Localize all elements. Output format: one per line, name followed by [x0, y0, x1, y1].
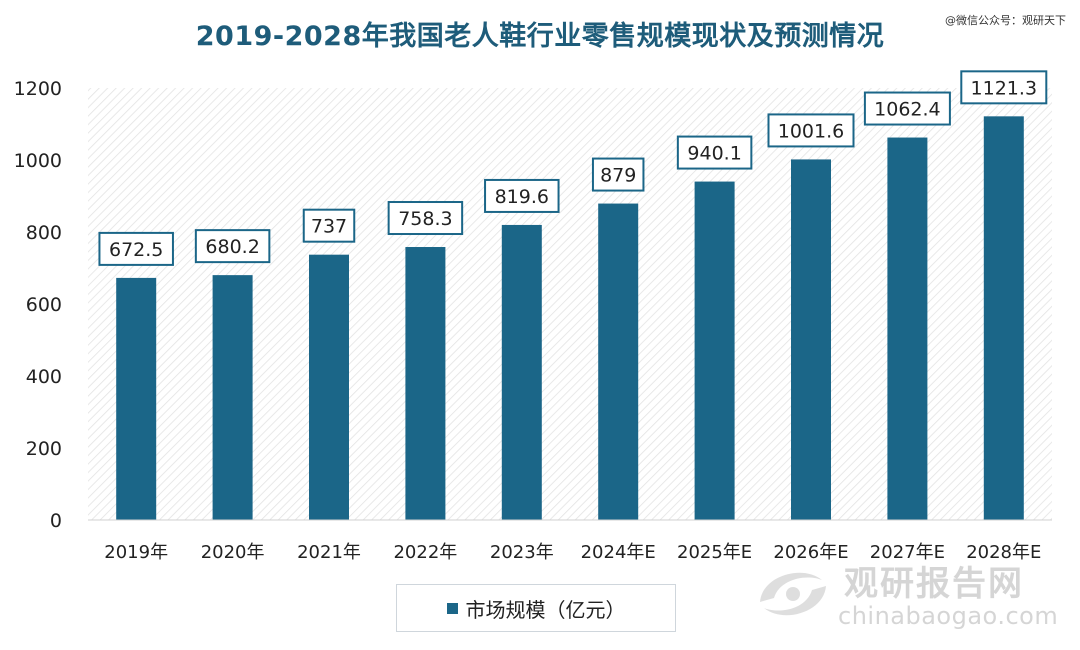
watermark-en: chinabaogao.com: [838, 602, 1059, 630]
y-axis: 0 200 400 600 800 1000 1200: [14, 78, 62, 532]
value-label: 737: [311, 216, 347, 238]
x-tick-label: 2021年: [297, 542, 361, 563]
bar: [405, 247, 446, 520]
value-label: 819.6: [495, 186, 549, 208]
value-label-box: [302, 208, 356, 243]
watermark: 观研报告网 chinabaogao.com: [752, 556, 1072, 636]
source-note: @微信公众号：观研天下: [945, 14, 1066, 27]
value-label: 758.3: [398, 208, 452, 230]
x-tick-label: 2028年E: [966, 542, 1041, 563]
y-tick-label: 200: [26, 438, 62, 460]
bar: [791, 159, 831, 520]
value-label: 680.2: [205, 236, 259, 258]
value-label: 940.1: [687, 143, 741, 165]
x-axis: 2019年 2020年 2021年 2022年 2023年 2024年E 2025年E 202…: [104, 542, 1041, 563]
bar: [116, 277, 157, 520]
value-label-box: [591, 157, 645, 192]
bar: [598, 203, 639, 520]
value-label-box: [960, 70, 1048, 105]
y-tick-label: 800: [26, 222, 62, 244]
legend: 市场规模（亿元）: [396, 584, 676, 632]
x-tick-label: 2023年: [490, 542, 554, 563]
x-tick-label: 2019年: [104, 542, 168, 563]
legend-swatch: [446, 602, 458, 614]
value-label-box: [98, 231, 174, 266]
x-tick-label: 2024年E: [581, 542, 656, 563]
value-label: 672.5: [109, 239, 163, 261]
watermark-logo-icon: [760, 572, 826, 616]
value-label: 1001.6: [778, 120, 844, 142]
bar: [309, 254, 349, 520]
value-label: 1062.4: [874, 99, 940, 121]
chart-title: 2019-2028年我国老人鞋行业零售规模现状及预测情况: [195, 21, 885, 52]
y-tick-label: 1200: [14, 78, 62, 100]
value-labels-group: 672.5 680.2 737 758.3 819.6 879 940.1 1001.6 106…: [98, 70, 1048, 266]
bar: [694, 181, 735, 520]
value-label-box: [863, 91, 951, 126]
bars-group: [116, 116, 1024, 520]
x-tick-label: 2025年E: [677, 542, 752, 563]
x-tick-label: 2020年: [201, 542, 265, 563]
value-label-box: [387, 201, 464, 236]
legend-label: 市场规模（亿元）: [465, 597, 626, 622]
y-tick-label: 1000: [14, 150, 62, 172]
value-label-box: [194, 229, 271, 264]
bar: [887, 137, 928, 520]
watermark-cn: 观研报告网: [844, 564, 1024, 604]
bar: [212, 275, 253, 520]
value-label: 1121.3: [971, 77, 1037, 99]
y-tick-label: 400: [26, 366, 62, 388]
x-tick-label: 2027年E: [870, 542, 945, 563]
bar: [983, 116, 1024, 520]
y-tick-label: 0: [50, 510, 62, 532]
x-tick-label: 2026年E: [773, 542, 848, 563]
value-label-box: [676, 135, 753, 170]
y-tick-label: 600: [26, 294, 62, 316]
value-label-box: [767, 113, 855, 148]
x-tick-label: 2022年: [393, 542, 457, 563]
value-label: 879: [600, 165, 636, 187]
value-label-box: [484, 178, 560, 213]
bar: [501, 224, 542, 520]
